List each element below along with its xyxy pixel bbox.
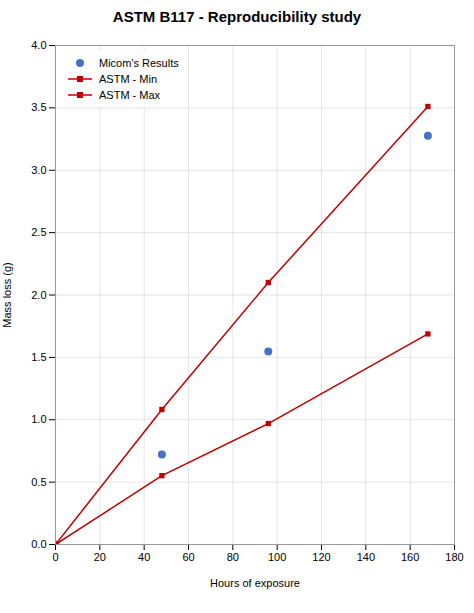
svg-text:100: 100 [268, 551, 286, 563]
svg-text:60: 60 [182, 551, 194, 563]
svg-text:80: 80 [227, 551, 239, 563]
svg-text:1.0: 1.0 [31, 413, 46, 425]
svg-text:4.0: 4.0 [31, 39, 46, 51]
svg-text:0: 0 [52, 551, 58, 563]
svg-text:40: 40 [138, 551, 150, 563]
html-text:Micom's Results: Micom's Results [99, 57, 179, 69]
svg-text:3.5: 3.5 [31, 101, 46, 113]
svg-text:180: 180 [445, 551, 463, 563]
svg-text:140: 140 [357, 551, 375, 563]
svg-text:120: 120 [312, 551, 330, 563]
svg-text:160: 160 [401, 551, 419, 563]
html-text:ASTM B117 - Reproducibility st: ASTM B117 - Reproducibility study [112, 8, 362, 25]
html-text:ASTM - Min: ASTM - Min [99, 73, 158, 85]
html-text:ASTM - Max: ASTM - Max [99, 89, 161, 101]
svg-text:0.0: 0.0 [31, 538, 46, 550]
svg-text:2.0: 2.0 [31, 289, 46, 301]
svg-text:20: 20 [94, 551, 106, 563]
svg-text:0.5: 0.5 [31, 476, 46, 488]
svg-text:3.0: 3.0 [31, 164, 46, 176]
svg-text:Hours of exposure: Hours of exposure [210, 577, 300, 589]
svg-text:1.5: 1.5 [31, 351, 46, 363]
svg-text:Mass loss (g): Mass loss (g) [1, 262, 13, 327]
svg-text:2.5: 2.5 [31, 226, 46, 238]
